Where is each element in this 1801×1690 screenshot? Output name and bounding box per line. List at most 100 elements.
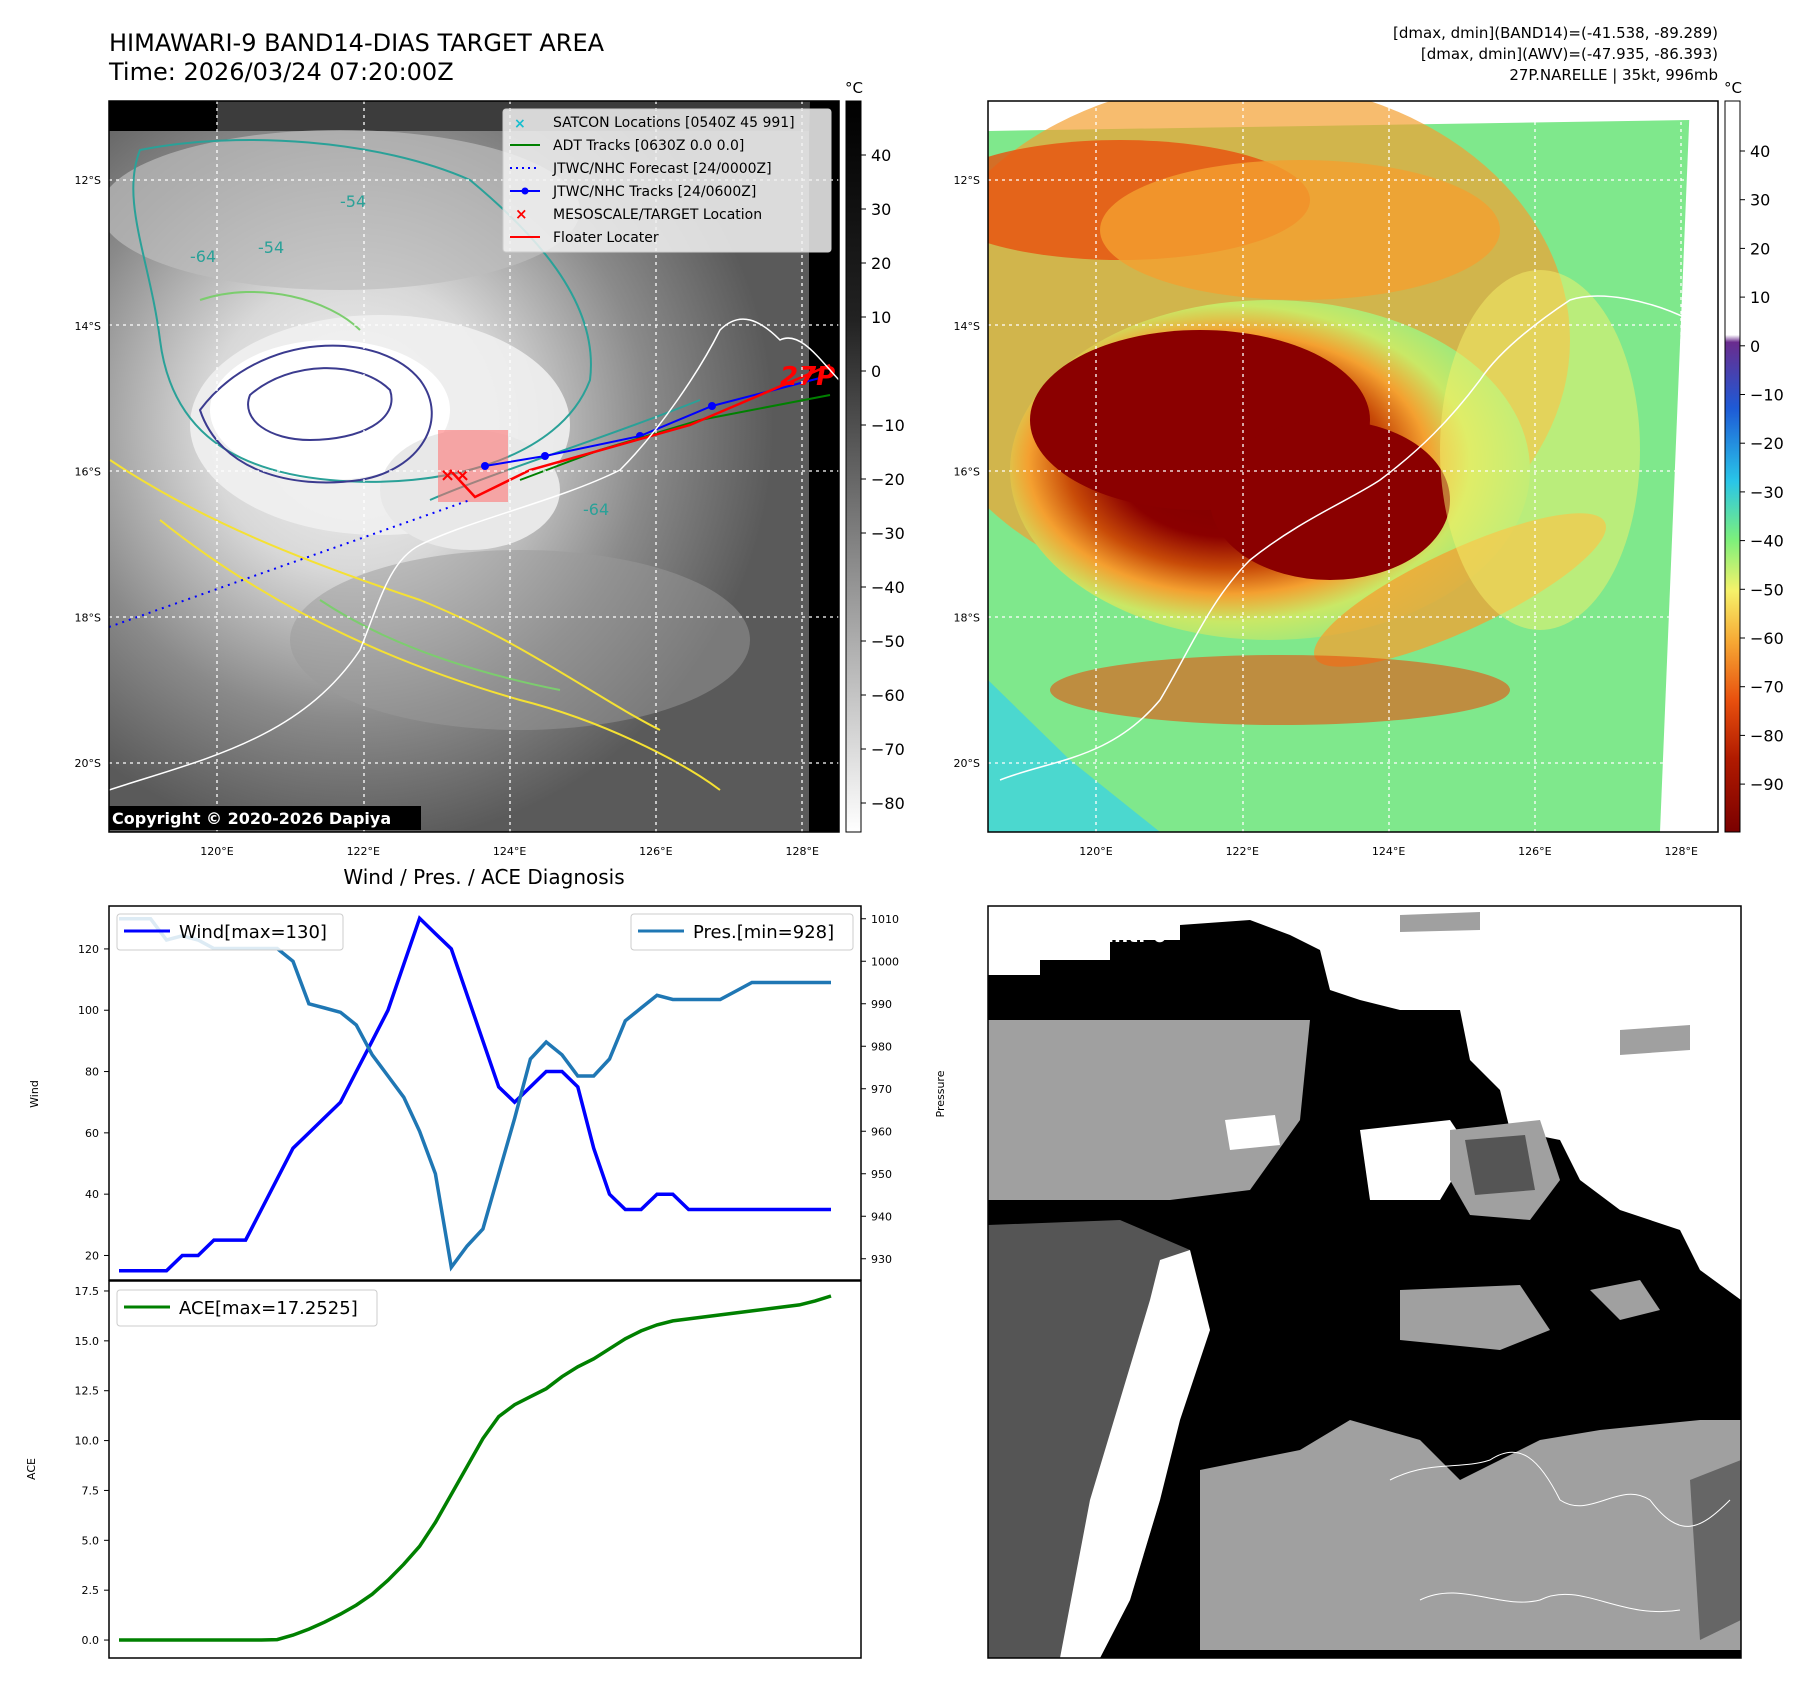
y-right-tick-label: 990 [871,998,892,1011]
ace-legend: ACE[max=17.2525] [116,1289,378,1327]
colorbar-tick-label: 20 [1750,239,1770,258]
colorbar-tick-label: −80 [871,794,905,813]
y-right-tick-label: 1000 [871,955,899,968]
y-right-tick-label: 940 [871,1210,892,1223]
y-tick-label: 17.5 [75,1285,100,1298]
ir-colorbar: °C 40 30 20 10 0 −10 −20 −30 −40 −50 −60 −70 −80 [845,79,905,833]
y-tick-label: 120 [78,943,99,956]
lat-tick-label: 12°S [75,174,101,187]
lat-tick-label: 18°S [75,611,101,624]
lon-tick-label: 126°E [1518,845,1551,858]
colorbar-tick-label: −80 [1750,726,1784,745]
contour-label: -64 [190,247,216,266]
lon-tick-label: 122°E [347,845,380,858]
colorbar-tick-label: 30 [871,200,891,219]
pres-legend-label: Pres.[min=928] [693,922,834,943]
awv-colorbar: °C 40 30 20 10 0 −10 −20 −30 −40 −50 −60 −70 −80 −90 [1724,79,1784,833]
colorbar-tick-label: −90 [1750,775,1784,794]
colorbar-tick-label: −30 [871,524,905,543]
y-tick-label: 5.0 [82,1534,100,1547]
ir-lat-labels: 12°S 14°S 16°S 18°S 20°S [75,174,101,770]
y-tick-label: 12.5 [75,1385,100,1398]
colorbar-tick-label: 0 [871,362,881,381]
lat-tick-label: 16°S [954,466,980,479]
lon-tick-label: 120°E [200,845,233,858]
wind-legend: Wind[max=130] [116,913,344,951]
info-line1: [dmax, dmin](BAND14)=(-41.538, -89.289) [1393,24,1718,42]
wmg-panel: WMG Count: 0 [987,905,1742,1659]
y-tick-label: 2.5 [82,1584,100,1597]
awv-lon-labels: 120°E 122°E 124°E 126°E 128°E [1079,845,1698,858]
wmg-count-label: WMG Count: 0 [1006,923,1167,947]
colorbar-tick-label: −40 [871,578,905,597]
svg-text:×: × [515,205,528,223]
lat-tick-label: 14°S [954,320,980,333]
colorbar-tick-label: 30 [1750,191,1770,210]
awv-colorbar-unit: °C [1724,79,1742,97]
legend-adt: ADT Tracks [0630Z 0.0 0.0] [553,138,744,154]
y-right-tick-label: 930 [871,1253,892,1266]
y-right-tick-label: 960 [871,1125,892,1138]
lat-tick-label: 12°S [954,174,980,187]
lon-tick-label: 124°E [1372,845,1405,858]
lat-tick-label: 20°S [954,757,980,770]
colorbar-tick-label: 10 [1750,288,1770,307]
series-line-ace [119,1294,832,1642]
lon-tick-label: 128°E [785,845,818,858]
lat-tick-label: 20°S [75,757,101,770]
ir-lon-labels: 120°E 122°E 124°E 126°E 128°E [200,845,819,858]
ace-legend-label: ACE[max=17.2525] [179,1298,358,1319]
lon-tick-label: 124°E [493,845,526,858]
lon-tick-label: 126°E [639,845,672,858]
svg-text:×: × [440,465,455,486]
y-right-tick-label: 1010 [871,913,899,926]
colorbar-tick-label: −60 [1750,629,1784,648]
lat-tick-label: 14°S [75,320,101,333]
contour-label: -54 [340,192,366,211]
colorbar-tick-label: 40 [871,146,891,165]
y-tick-label: 100 [78,1004,99,1017]
legend-floater: Floater Locater [553,230,659,246]
y-tick-label: 10.0 [75,1435,100,1448]
wind-legend-label: Wind[max=130] [179,922,327,943]
info-line2: [dmax, dmin](AWV)=(-47.935, -86.393) [1421,45,1718,63]
copyright-text: Copyright © 2020-2026 Dapiya [112,809,391,828]
y-right-tick-label: 970 [871,1083,892,1096]
colorbar-tick-label: −70 [871,740,905,759]
y-right-tick-label: 950 [871,1168,892,1181]
ir-legend: × SATCON Locations [0540Z 45 991] ADT Tr… [502,108,832,253]
y-tick-label: 20 [85,1249,99,1262]
ace-chart: 0.0 2.5 5.0 7.5 10.0 12.5 15.0 17.5 ACE ACE[max… [25,1280,862,1659]
legend-mesoscale: MESOSCALE/TARGET Location [553,207,762,223]
colorbar-tick-label: −20 [1750,434,1784,453]
legend-tracks: JTWC/NHC Tracks [24/0600Z] [552,184,756,200]
figure-title-line1: HIMAWARI-9 BAND14-DIAS TARGET AREA [109,29,605,57]
colorbar-tick-label: −50 [1750,580,1784,599]
colorbar-tick-label: −30 [1750,483,1784,502]
svg-text:×: × [455,465,470,486]
pres-legend: Pres.[min=928] [630,913,854,951]
svg-text:×: × [514,116,526,132]
y-tick-label: 80 [85,1066,99,1079]
awv-lat-labels: 12°S 14°S 16°S 18°S 20°S [954,174,980,770]
colorbar-tick-label: −10 [1750,386,1784,405]
lat-tick-label: 16°S [75,466,101,479]
colorbar-tick-label: −40 [1750,532,1784,551]
colorbar-tick-label: −60 [871,686,905,705]
diagnosis-title: Wind / Pres. / ACE Diagnosis [343,865,624,889]
colorbar-tick-label: 0 [1750,337,1760,356]
y-right-tick-label: 980 [871,1040,892,1053]
ace-axis-label: ACE [25,1458,38,1480]
colorbar-tick-label: 10 [871,308,891,327]
contour-label: -64 [583,500,609,519]
y-tick-label: 15.0 [75,1335,100,1348]
wind-pres-chart: 20 40 60 80 100 120 930 940 950 960 970 980 990 1000… [28,905,947,1281]
lon-tick-label: 122°E [1226,845,1259,858]
colorbar-tick-label: 20 [871,254,891,273]
contour-label: -54 [258,238,284,257]
figure-title-line2: Time: 2026/03/24 07:20:00Z [108,58,454,86]
y-tick-label: 7.5 [82,1484,100,1497]
y-tick-label: 0.0 [82,1634,100,1647]
pressure-axis-label: Pressure [934,1070,947,1117]
